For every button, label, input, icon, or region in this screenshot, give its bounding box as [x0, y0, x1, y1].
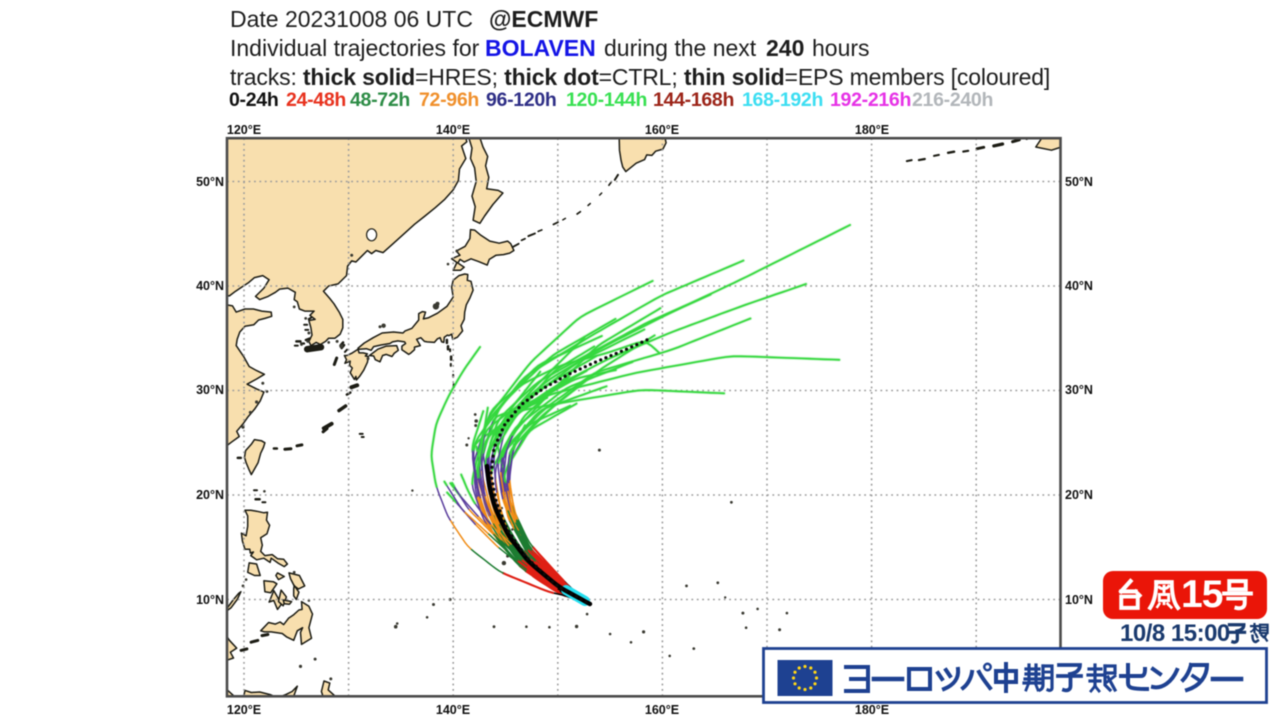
svg-text:120°E: 120°E — [227, 123, 261, 137]
svg-text:Individual trajectories for: Individual trajectories for — [230, 35, 480, 61]
svg-text:192-216h: 192-216h — [830, 89, 911, 111]
svg-text:40°N: 40°N — [196, 279, 224, 293]
svg-text:tracks: thick solid=HRES; thic: tracks: thick solid=HRES; thick dot=CTRL… — [230, 64, 1050, 90]
svg-text:168-192h: 168-192h — [742, 89, 823, 111]
svg-text:72-96h: 72-96h — [419, 89, 479, 111]
svg-text:216-240h: 216-240h — [912, 89, 993, 111]
svg-text:0-24h: 0-24h — [229, 89, 278, 111]
svg-text:50°N: 50°N — [1065, 175, 1093, 189]
svg-text:15: 15 — [1181, 573, 1223, 616]
svg-text:180°E: 180°E — [855, 123, 889, 137]
svg-text:20°N: 20°N — [196, 488, 224, 502]
svg-text:20°N: 20°N — [1065, 488, 1093, 502]
svg-text:hours: hours — [812, 35, 870, 61]
svg-text:during the next: during the next — [604, 35, 757, 61]
svg-text:40°N: 40°N — [1065, 279, 1093, 293]
svg-text:10/8 15:00: 10/8 15:00 — [1120, 620, 1230, 647]
svg-text:160°E: 160°E — [645, 123, 679, 137]
svg-text:144-168h: 144-168h — [653, 89, 734, 111]
svg-text:96-120h: 96-120h — [486, 89, 557, 111]
svg-text:50°N: 50°N — [196, 175, 224, 189]
svg-text:120-144h: 120-144h — [566, 89, 647, 111]
svg-text:@ECMWF: @ECMWF — [489, 6, 598, 32]
svg-text:BOLAVEN: BOLAVEN — [485, 35, 596, 61]
svg-text:24-48h: 24-48h — [286, 89, 346, 111]
svg-text:48-72h: 48-72h — [350, 89, 410, 111]
svg-text:180°E: 180°E — [855, 703, 889, 717]
svg-text:30°N: 30°N — [1065, 383, 1093, 397]
svg-text:10°N: 10°N — [196, 593, 224, 607]
svg-text:Date 20231008 06 UTC: Date 20231008 06 UTC — [230, 6, 473, 32]
svg-text:140°E: 140°E — [436, 123, 470, 137]
svg-text:140°E: 140°E — [436, 703, 470, 717]
svg-text:10°N: 10°N — [1065, 593, 1093, 607]
svg-text:120°E: 120°E — [227, 703, 261, 717]
svg-text:30°N: 30°N — [196, 383, 224, 397]
svg-text:160°E: 160°E — [645, 703, 679, 717]
svg-text:240: 240 — [766, 35, 804, 61]
